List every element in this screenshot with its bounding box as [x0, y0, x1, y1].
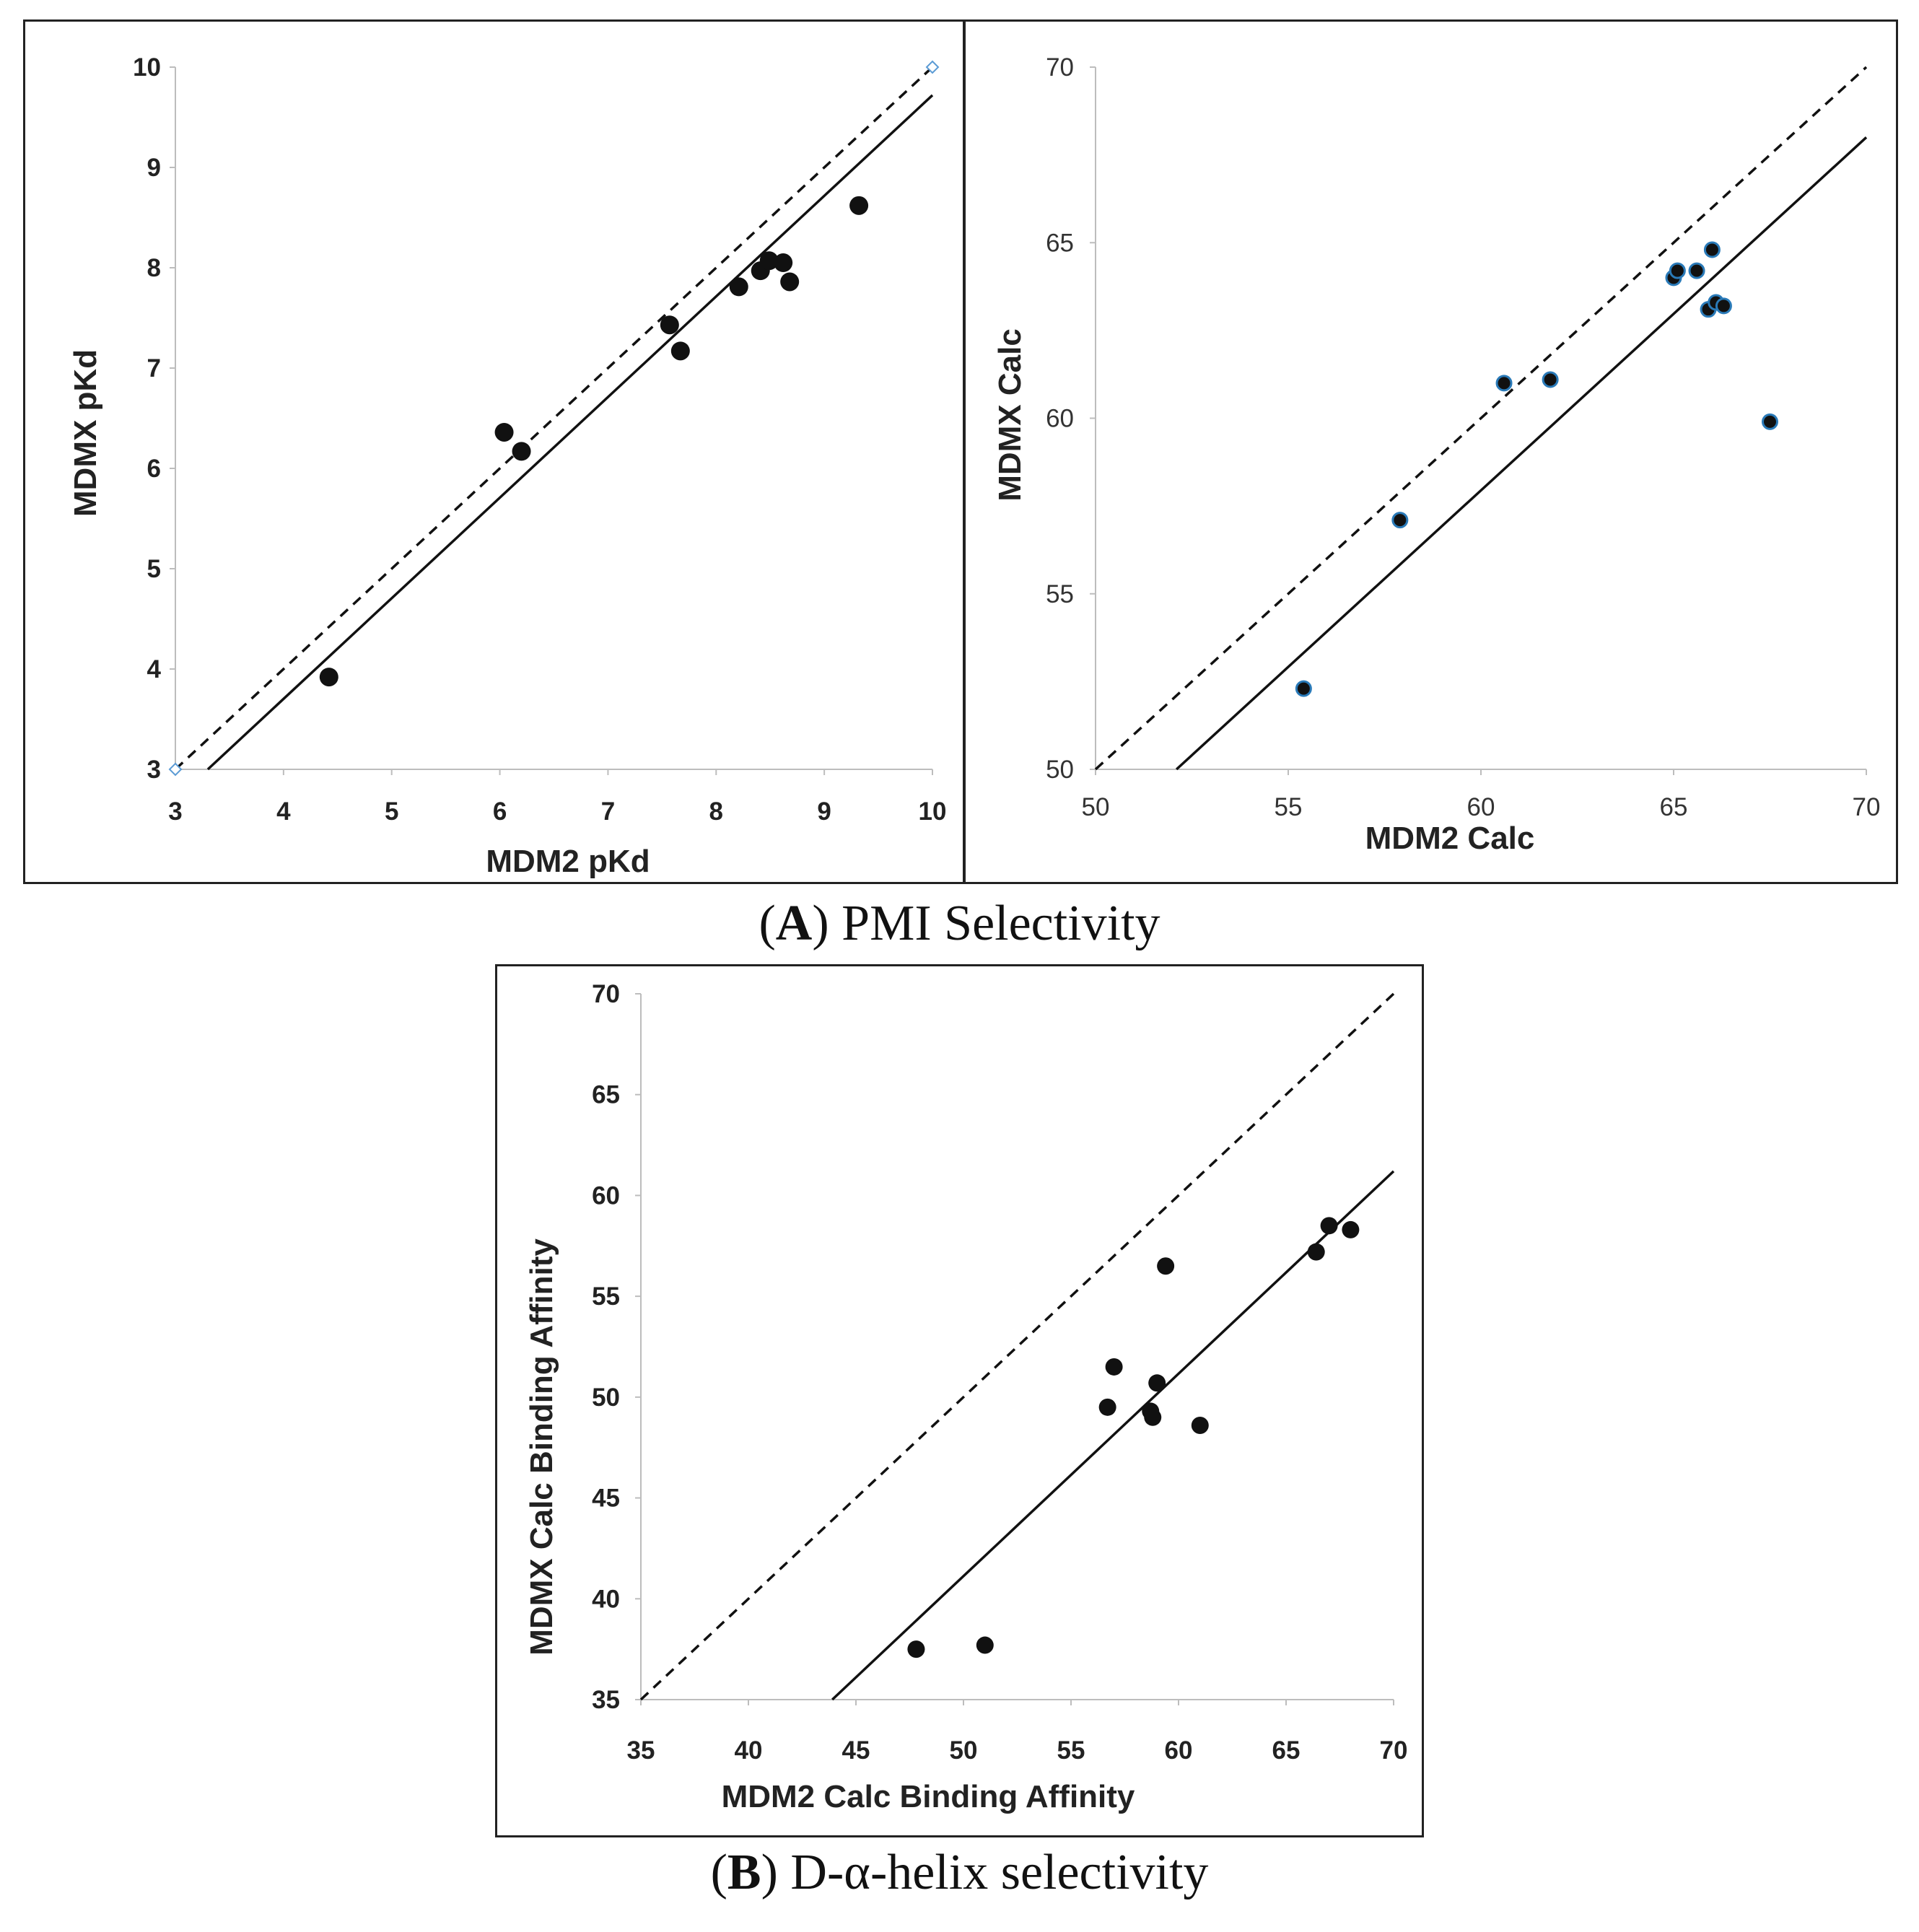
y-tick-label: 3	[147, 756, 161, 784]
data-point	[1098, 1398, 1116, 1416]
data-point	[1295, 680, 1312, 697]
data-point	[1688, 262, 1705, 279]
y-tick-label: 8	[147, 254, 161, 282]
x-axis-title: MDM2 Calc Binding Affinity	[722, 1779, 1135, 1814]
y-axis-title: MDMX Calc	[992, 328, 1028, 502]
chart-a-left-svg: MDM2 pKd MDMX pKd 3 4 5 6 7 8 9 10 3 4 5 6 7 8 9 10	[68, 53, 947, 879]
data-point	[1105, 1358, 1123, 1376]
data-point	[512, 442, 531, 461]
caption-b: (B) D-α-helix selectivity	[710, 1845, 1209, 1900]
data-point	[1148, 1374, 1166, 1392]
x-tick-label: 6	[493, 797, 507, 826]
y-tick-label: 40	[592, 1585, 620, 1613]
x-tick-label: 60	[1165, 1736, 1193, 1765]
data-point	[1703, 241, 1721, 258]
y-tick-label: 60	[1046, 405, 1074, 433]
x-tick-label: 4	[276, 797, 291, 826]
fit-line	[831, 1170, 1395, 1701]
data-point	[849, 196, 869, 215]
y-tick-label: 70	[592, 980, 620, 1008]
data-point	[1495, 375, 1513, 392]
data-point	[729, 277, 748, 297]
y-tick-label: 7	[147, 354, 161, 383]
x-tick-label: 50	[950, 1736, 978, 1765]
y-tick-label: 4	[147, 655, 162, 683]
x-tick-label: 65	[1272, 1736, 1301, 1765]
chart-panel-b: MDM2 Calc Binding Affinity MDMX Calc Bin…	[495, 964, 1424, 1837]
y-tick-label: 70	[1046, 53, 1074, 82]
y-tick-label: 10	[133, 53, 161, 82]
fit-line	[1175, 136, 1868, 771]
data-point	[1157, 1257, 1175, 1275]
data-point	[1191, 1416, 1209, 1434]
y-tick-label: 55	[592, 1282, 620, 1311]
x-tick-label: 70	[1380, 1736, 1408, 1765]
x-tick-label: 5	[385, 797, 398, 826]
x-axis-title: MDM2 pKd	[486, 844, 650, 879]
x-tick-label: 65	[1660, 793, 1688, 821]
data-point	[1342, 1220, 1360, 1238]
reference-diamond-marker	[925, 60, 940, 74]
data-point	[1762, 413, 1778, 430]
caption-b-text: D-α-helix selectivity	[790, 1845, 1209, 1900]
chart-panel-a-right: MDM2 Calc MDMX Calc 50 55 60 65 70 50 55 60 65 70	[963, 19, 1898, 884]
y-tick-label: 6	[147, 455, 161, 483]
x-tick-label: 3	[168, 797, 182, 826]
y-axis-title: MDMX pKd	[68, 349, 103, 517]
x-tick-label: 50	[1082, 793, 1110, 821]
y-tick-label: 55	[1046, 580, 1074, 608]
data-point	[907, 1640, 925, 1658]
data-point	[1144, 1408, 1162, 1426]
y-tick-label: 50	[1046, 756, 1074, 784]
data-point	[319, 668, 338, 687]
y-tick-label: 50	[592, 1384, 620, 1412]
x-axis-title: MDM2 Calc	[1365, 821, 1535, 856]
data-point	[780, 272, 800, 292]
chart-panel-a-left: MDM2 pKd MDMX pKd 3 4 5 6 7 8 9 10 3 4 5 6 7 8 9 10	[23, 19, 965, 884]
data-point	[494, 422, 514, 442]
y-tick-label: 45	[592, 1485, 620, 1513]
x-tick-label: 10	[919, 797, 947, 826]
data-point	[976, 1636, 994, 1654]
data-point	[759, 251, 779, 271]
dashed-reference-line	[639, 992, 1395, 1701]
y-tick-label: 5	[147, 555, 161, 583]
x-tick-label: 40	[735, 1736, 763, 1765]
fit-line	[206, 94, 934, 771]
data-point	[1320, 1217, 1338, 1235]
y-tick-label: 65	[592, 1081, 620, 1109]
data-point	[1391, 512, 1409, 529]
y-tick-label: 60	[592, 1181, 620, 1210]
x-tick-label: 70	[1853, 793, 1881, 821]
chart-b-svg: MDM2 Calc Binding Affinity MDMX Calc Bin…	[524, 980, 1408, 1814]
dashed-reference-line	[174, 66, 934, 771]
y-tick-label: 35	[592, 1686, 620, 1714]
data-point	[1542, 371, 1559, 388]
y-tick-label: 65	[1046, 229, 1074, 257]
caption-a-text: PMI Selectivity	[842, 896, 1160, 951]
data-point	[670, 341, 690, 361]
x-tick-label: 60	[1467, 793, 1495, 821]
x-tick-label: 8	[709, 797, 723, 826]
y-axis-title: MDMX Calc Binding Affinity	[524, 1238, 559, 1656]
x-tick-label: 9	[817, 797, 831, 826]
x-tick-label: 55	[1057, 1736, 1085, 1765]
data-point	[660, 315, 679, 335]
data-point	[1307, 1243, 1325, 1261]
x-tick-label: 7	[601, 797, 615, 826]
reference-diamond-marker	[168, 762, 183, 777]
caption-a: (A) PMI Selectivity	[759, 896, 1160, 951]
x-tick-label: 45	[842, 1736, 870, 1765]
data-point	[1669, 262, 1686, 279]
x-tick-label: 35	[627, 1736, 655, 1765]
caption-b-letter: B	[727, 1845, 761, 1900]
caption-a-letter: A	[775, 896, 813, 951]
data-point	[1715, 297, 1732, 315]
x-tick-label: 55	[1275, 793, 1303, 821]
dashed-reference-line	[1094, 66, 1868, 771]
data-point	[774, 253, 793, 273]
chart-a-right-svg: MDM2 Calc MDMX Calc 50 55 60 65 70 50 55 60 65 70	[992, 53, 1881, 856]
y-tick-label: 9	[147, 154, 161, 182]
